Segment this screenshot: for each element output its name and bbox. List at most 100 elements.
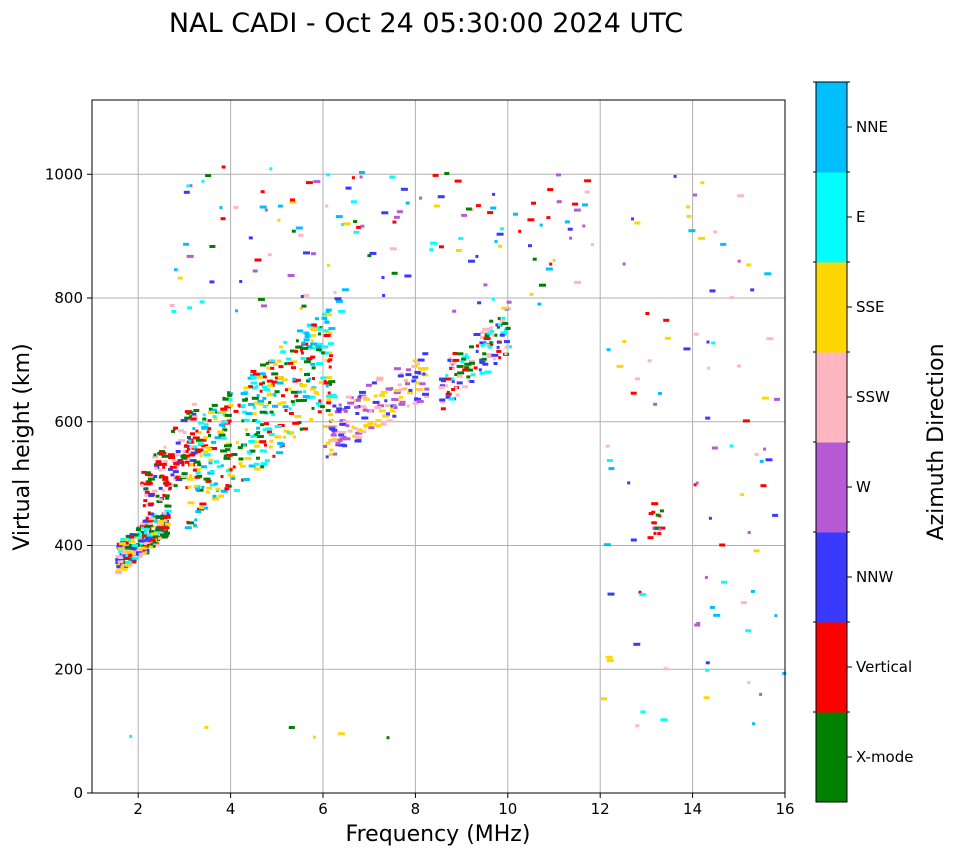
data-point-sse xyxy=(363,397,371,401)
data-point-sse xyxy=(131,552,137,556)
data-point-x-mode xyxy=(156,500,163,503)
data-point-e xyxy=(660,718,668,722)
data-point-ssw xyxy=(115,555,123,559)
data-point-e xyxy=(251,386,257,390)
data-point-ssw xyxy=(162,460,168,464)
data-point-w xyxy=(355,431,363,435)
data-point-vertical xyxy=(183,449,189,453)
data-point-x-mode xyxy=(155,463,162,467)
data-point-nne xyxy=(603,543,611,547)
data-point-ssw xyxy=(707,366,711,370)
data-point-nne xyxy=(248,464,256,468)
data-point-nnw xyxy=(382,294,386,297)
data-point-ssw xyxy=(449,361,457,365)
data-point-ssw xyxy=(403,378,408,382)
data-point-sse xyxy=(258,402,264,406)
data-point-x-mode xyxy=(274,390,280,394)
data-point-nne xyxy=(184,526,192,530)
data-point-vertical xyxy=(498,356,502,360)
data-point-e xyxy=(705,668,710,672)
data-point-vertical xyxy=(155,460,162,464)
data-point-w xyxy=(399,400,406,404)
colorbar-segment xyxy=(816,352,847,443)
data-point-x-mode xyxy=(256,456,260,460)
data-point-x-mode xyxy=(256,435,264,438)
data-point-nnw xyxy=(148,494,155,497)
data-point-nne xyxy=(247,402,255,406)
data-point-x-mode xyxy=(144,487,149,491)
data-point-nnw xyxy=(180,419,188,423)
data-point-e xyxy=(213,460,219,464)
data-point-sse xyxy=(686,205,690,209)
data-point-x-mode xyxy=(209,245,216,248)
data-point-w xyxy=(737,259,741,263)
data-point-vertical xyxy=(445,392,452,396)
data-point-nne xyxy=(774,614,778,618)
data-point-e xyxy=(198,442,204,446)
data-point-e xyxy=(501,316,506,320)
data-point-w xyxy=(338,403,342,407)
data-point-x-mode xyxy=(227,393,233,397)
data-point-nne xyxy=(324,320,330,324)
data-point-w xyxy=(556,173,561,177)
data-point-nnw xyxy=(414,397,422,401)
data-point-e xyxy=(328,342,334,346)
data-point-sse xyxy=(351,425,355,429)
data-point-nne xyxy=(335,215,343,219)
data-point-sse xyxy=(219,410,227,414)
data-point-x-mode xyxy=(134,533,140,537)
data-point-e xyxy=(201,179,205,183)
data-point-ssw xyxy=(125,548,129,552)
data-point-x-mode xyxy=(469,361,475,365)
data-point-nnw xyxy=(372,400,380,404)
data-point-sse xyxy=(235,440,239,444)
data-point-x-mode xyxy=(197,463,202,467)
data-point-vertical xyxy=(247,385,253,389)
data-point-nnw xyxy=(338,443,346,447)
colorbar-label: NNW xyxy=(856,568,893,586)
data-point-x-mode xyxy=(446,390,450,394)
data-point-ssw xyxy=(171,459,179,463)
data-point-vertical xyxy=(205,479,212,483)
data-point-nnw xyxy=(478,368,482,372)
data-point-nnw xyxy=(397,374,404,378)
data-point-sse xyxy=(116,568,120,572)
data-point-vertical xyxy=(157,526,163,530)
data-point-nne xyxy=(276,451,283,455)
data-point-nne xyxy=(256,426,261,430)
data-point-ssw xyxy=(173,477,177,481)
data-point-x-mode xyxy=(125,534,130,538)
data-point-w xyxy=(310,252,316,256)
data-point-nnw xyxy=(420,358,425,362)
data-point-vertical xyxy=(290,198,295,202)
y-tick-label: 200 xyxy=(54,660,83,678)
data-point-x-mode xyxy=(218,433,226,437)
data-point-vertical xyxy=(452,358,460,362)
data-point-nnw xyxy=(528,244,532,248)
data-point-nnw xyxy=(607,592,615,596)
data-point-x-mode xyxy=(265,361,269,365)
data-point-w xyxy=(332,431,336,435)
data-point-x-mode xyxy=(297,421,302,425)
data-point-ssw xyxy=(737,194,745,198)
data-point-vertical xyxy=(185,486,189,489)
data-point-x-mode xyxy=(328,380,336,384)
data-point-w xyxy=(313,180,321,184)
data-point-e xyxy=(286,357,292,361)
data-point-x-mode xyxy=(135,528,141,532)
data-point-x-mode xyxy=(444,172,450,175)
data-point-e xyxy=(280,350,285,354)
data-point-w xyxy=(483,283,488,287)
data-point-sse xyxy=(698,236,706,240)
data-point-x-mode xyxy=(149,542,154,546)
data-point-sse xyxy=(318,381,324,385)
data-point-vertical xyxy=(181,463,185,467)
data-point-x-mode xyxy=(295,399,303,403)
data-point-x-mode xyxy=(539,283,546,287)
data-point-sse xyxy=(381,394,385,398)
data-point-ssw xyxy=(454,386,458,390)
data-point-ssw xyxy=(499,319,506,323)
data-point-e xyxy=(486,331,493,335)
data-point-nnw xyxy=(144,538,150,542)
data-point-nnw xyxy=(683,347,691,351)
